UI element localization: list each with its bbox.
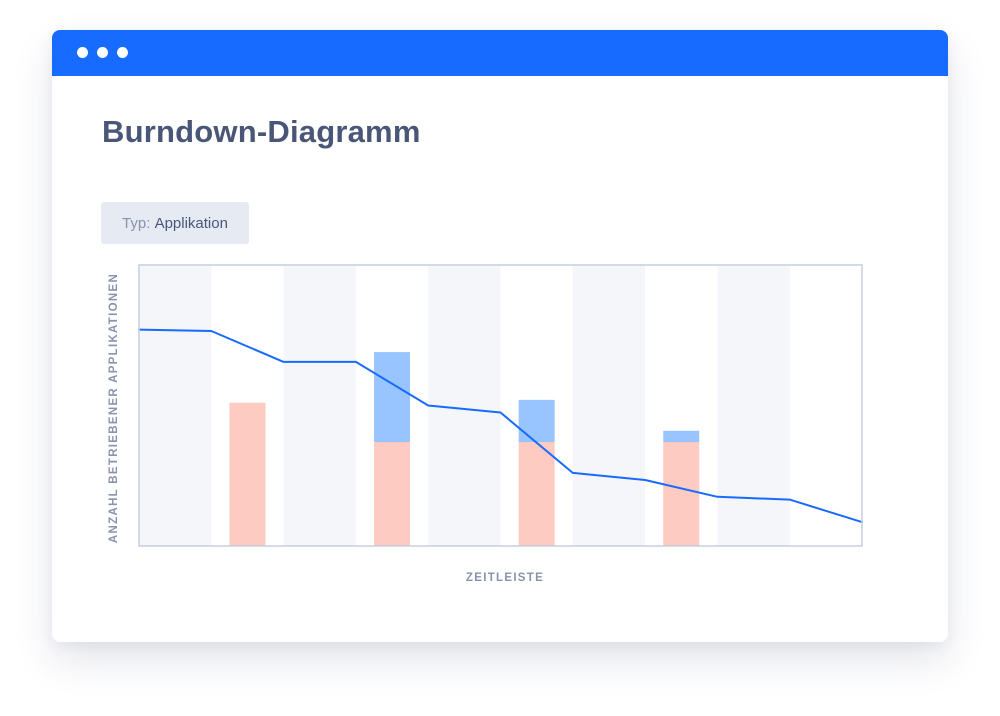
plot-frame <box>138 264 863 547</box>
bar-extra <box>663 430 700 443</box>
background-band <box>283 265 356 546</box>
background-band <box>428 265 501 546</box>
page-title: Burndown-Diagramm <box>102 114 421 149</box>
background-band <box>139 265 212 546</box>
bar-layer <box>229 352 700 546</box>
bar-base <box>374 442 411 546</box>
filter-label: Typ: <box>122 214 151 232</box>
line-layer <box>138 328 863 524</box>
burndown-line <box>138 328 863 524</box>
bar-extra <box>374 352 411 443</box>
window-control-dot-icon[interactable] <box>97 47 108 58</box>
browser-window: Burndown-Diagramm Typ: Applikation ANZAH… <box>52 30 948 642</box>
window-control-dot-icon[interactable] <box>77 47 88 58</box>
background-band <box>572 265 646 546</box>
background-band <box>717 265 790 546</box>
x-axis-title: ZEITLEISTE <box>466 572 544 584</box>
y-axis-title: ANZAHL BETRIEBENER APPLIKATIONEN <box>108 273 120 543</box>
bar-extra <box>518 399 555 443</box>
bar-base <box>518 442 555 546</box>
bar-base <box>663 442 700 546</box>
window-control-dot-icon[interactable] <box>117 47 128 58</box>
band-layer <box>139 265 790 546</box>
bar-base <box>229 402 266 546</box>
burndown-chart: ANZAHL BETRIEBENER APPLIKATIONEN ZEITLEI… <box>108 264 863 584</box>
type-filter-button[interactable]: Typ: Applikation <box>101 202 249 244</box>
window-titlebar <box>52 30 948 76</box>
filter-value: Applikation <box>154 214 228 232</box>
